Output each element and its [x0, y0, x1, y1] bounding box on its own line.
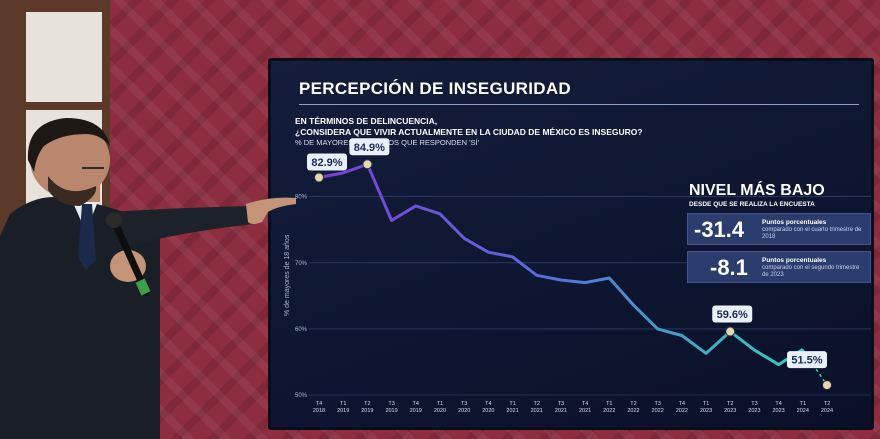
x-tick-quarter: T1: [703, 401, 709, 407]
x-tick-year: 2023: [748, 408, 760, 414]
x-tick-quarter: T4: [679, 401, 685, 407]
x-tick-quarter: T2: [630, 401, 636, 407]
question-line-1: EN TÉRMINOS DE DELINCUENCIA,: [295, 116, 438, 126]
x-tick-year: 2022: [652, 408, 664, 414]
value-label-box: [349, 138, 390, 156]
highlight-marker: [822, 380, 832, 391]
x-tick-year: 2022: [676, 408, 688, 414]
stat-detail: comparado con el segundo trimestre de 20…: [762, 265, 860, 278]
highlight-marker: [725, 326, 736, 337]
y-tick-label: 50%: [295, 393, 308, 399]
x-tick-year: 2020: [434, 408, 446, 414]
x-tick-year: 2022: [603, 408, 615, 414]
series-line: [318, 162, 804, 367]
x-tick-year: 2019: [361, 408, 373, 414]
x-tick-quarter: T1: [800, 401, 806, 407]
y-tick-label: 80%: [295, 195, 308, 201]
stat-label: Puntos porcentuales: [762, 257, 827, 264]
stat-box-1: -31.4 Puntos porcentuales comparado con …: [687, 213, 871, 245]
x-tick-quarter: T2: [824, 401, 830, 407]
x-tick-year: 2020: [458, 408, 470, 414]
stat-detail: comparado con el cuarto trimestre de 201…: [762, 227, 862, 240]
x-tick-quarter: T4: [775, 401, 781, 407]
x-tick-quarter: T3: [654, 401, 660, 407]
x-tick-year: 2024: [821, 408, 833, 414]
x-tick-year: 2023: [700, 408, 712, 414]
x-tick-year: 2018: [313, 408, 325, 414]
x-tick-year: 2021: [506, 408, 518, 414]
x-tick-year: 2021: [531, 408, 543, 414]
x-tick-quarter: T2: [727, 401, 733, 407]
value-label: 82.9%: [311, 157, 342, 169]
x-tick-quarter: T4: [413, 401, 419, 407]
x-tick-quarter: T3: [558, 401, 564, 407]
x-tick-quarter: T4: [316, 401, 322, 407]
x-tick-year: 2023: [772, 408, 784, 414]
presentation-screen: PERCEPCIÓN DE INSEGURIDAD EN TÉRMINOS DE…: [268, 58, 874, 430]
x-tick-quarter: T1: [437, 401, 443, 407]
highlight-marker: [362, 159, 373, 170]
stat-value: -8.1: [710, 255, 748, 280]
slide-title: PERCEPCIÓN DE INSEGURIDAD: [299, 79, 571, 98]
x-tick-year: 2022: [627, 408, 639, 414]
title-divider: [299, 104, 859, 105]
y-axis-label: % de mayores de 18 años: [284, 234, 291, 316]
lowest-level-subtitle: DESDE QUE SE REALIZA LA ENCUESTA: [689, 201, 815, 208]
x-tick-quarter: T3: [388, 401, 394, 407]
x-tick-quarter: T1: [509, 401, 515, 407]
x-tick-quarter: T4: [485, 401, 491, 407]
value-label: 84.9%: [354, 142, 385, 154]
window-pane: [26, 12, 102, 102]
x-tick-year: 2019: [337, 408, 349, 414]
stat-value: -31.4: [694, 217, 745, 242]
value-label-box: [712, 305, 753, 323]
stat-box-2: -8.1 Puntos porcentuales comparado con e…: [687, 251, 871, 283]
x-tick-quarter: T3: [751, 401, 757, 407]
x-tick-quarter: T4: [582, 401, 588, 407]
x-tick-year: 2019: [410, 408, 422, 414]
x-tick-year: 2020: [482, 408, 494, 414]
stat-label: Puntos porcentuales: [762, 219, 827, 226]
value-label: 51.5%: [791, 355, 822, 367]
y-tick-label: 70%: [295, 261, 308, 267]
x-tick-year: 2024: [797, 408, 809, 414]
y-tick-label: 60%: [295, 327, 308, 333]
x-tick-quarter: T3: [461, 401, 467, 407]
x-tick-quarter: T2: [534, 401, 540, 407]
value-label: 59.6%: [717, 309, 748, 321]
question-line-2: ¿CONSIDERA QUE VIVIR ACTUALMENTE EN LA C…: [295, 127, 643, 137]
x-tick-quarter: T1: [606, 401, 612, 407]
x-tick-quarter: T1: [340, 401, 346, 407]
x-tick-year: 2023: [724, 408, 736, 414]
x-tick-year: 2021: [555, 408, 567, 414]
highlight-marker: [314, 172, 324, 183]
value-label-box: [787, 351, 827, 369]
x-tick-quarter: T2: [364, 401, 370, 407]
x-tick-year: 2021: [579, 408, 591, 414]
lowest-level-title: NIVEL MÁS BAJO: [689, 182, 825, 199]
x-tick-year: 2019: [385, 408, 397, 414]
value-label-box: [307, 153, 347, 171]
